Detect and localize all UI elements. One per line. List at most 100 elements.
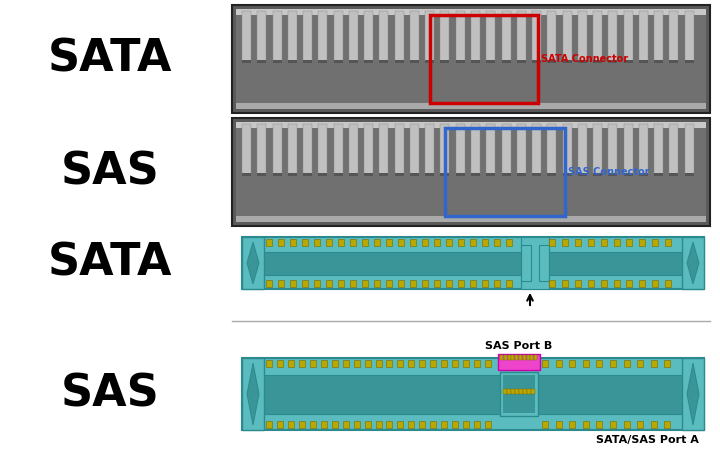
Bar [685, 60, 694, 63]
Bar [547, 60, 557, 63]
Bar [326, 239, 332, 246]
Bar [379, 173, 388, 176]
Bar [494, 280, 500, 287]
Bar [523, 355, 526, 360]
Bar [482, 280, 488, 287]
Bar [374, 239, 380, 246]
Bar [486, 124, 495, 174]
Bar [333, 173, 343, 176]
Bar [531, 355, 534, 360]
Bar [273, 173, 282, 176]
Bar [387, 421, 392, 428]
Bar [410, 239, 416, 246]
Bar [232, 5, 710, 113]
Bar [670, 173, 678, 176]
Text: SAS: SAS [60, 151, 159, 194]
Bar [670, 11, 678, 61]
Bar [517, 11, 526, 61]
Bar [386, 239, 392, 246]
Bar [314, 239, 320, 246]
Bar [610, 360, 616, 367]
Bar [456, 11, 464, 61]
Bar [542, 360, 548, 367]
Bar [350, 239, 356, 246]
Bar [600, 280, 606, 287]
Bar [434, 239, 440, 246]
Bar [318, 11, 328, 61]
Bar [318, 60, 328, 63]
Bar [349, 60, 358, 63]
Polygon shape [687, 242, 699, 284]
Bar [343, 360, 348, 367]
Polygon shape [687, 363, 699, 425]
Bar [578, 60, 587, 63]
Bar [596, 421, 603, 428]
Bar [494, 239, 500, 246]
Bar [502, 11, 510, 61]
Bar [303, 124, 312, 174]
Bar [303, 60, 312, 63]
Bar [354, 360, 359, 367]
Bar [430, 15, 538, 103]
Bar [426, 173, 434, 176]
Bar [387, 360, 392, 367]
Bar [608, 124, 618, 174]
Bar [470, 280, 476, 287]
Bar [310, 360, 316, 367]
Text: SATA: SATA [48, 38, 172, 81]
Bar [350, 280, 356, 287]
Bar [463, 360, 469, 367]
Bar [333, 60, 343, 63]
Bar [593, 11, 602, 61]
Bar [410, 124, 419, 174]
Bar [431, 421, 436, 428]
Bar [364, 173, 373, 176]
Bar [445, 128, 565, 216]
Bar [556, 360, 562, 367]
Bar [516, 355, 518, 360]
Bar [670, 60, 678, 63]
Bar [486, 173, 495, 176]
Bar [531, 388, 535, 393]
Bar [446, 280, 452, 287]
Bar [470, 239, 476, 246]
Bar [588, 239, 594, 246]
Bar [364, 124, 373, 174]
Bar [511, 355, 514, 360]
Bar [278, 280, 284, 287]
Bar [395, 124, 404, 174]
Bar [441, 173, 449, 176]
Bar [570, 360, 575, 367]
Bar [349, 124, 358, 174]
Bar [266, 421, 272, 428]
Bar [236, 122, 706, 128]
Bar [242, 358, 264, 430]
Bar [410, 11, 419, 61]
Bar [624, 11, 633, 61]
Bar [242, 237, 704, 289]
Bar [624, 124, 633, 174]
Bar [486, 60, 495, 63]
Bar [242, 60, 251, 63]
Bar [410, 173, 419, 176]
Bar [608, 173, 618, 176]
Bar [264, 251, 682, 274]
Bar [333, 124, 343, 174]
Bar [639, 239, 645, 246]
Bar [670, 124, 678, 174]
Bar [321, 360, 327, 367]
Bar [408, 421, 415, 428]
Bar [303, 173, 312, 176]
Bar [326, 280, 332, 287]
Bar [242, 358, 704, 430]
Bar [654, 60, 663, 63]
Bar [354, 421, 359, 428]
Bar [288, 173, 297, 176]
Bar [310, 421, 316, 428]
Bar [236, 103, 706, 109]
Bar [482, 239, 488, 246]
Bar [682, 358, 704, 430]
Bar [549, 280, 555, 287]
Bar [542, 421, 548, 428]
Bar [395, 11, 404, 61]
